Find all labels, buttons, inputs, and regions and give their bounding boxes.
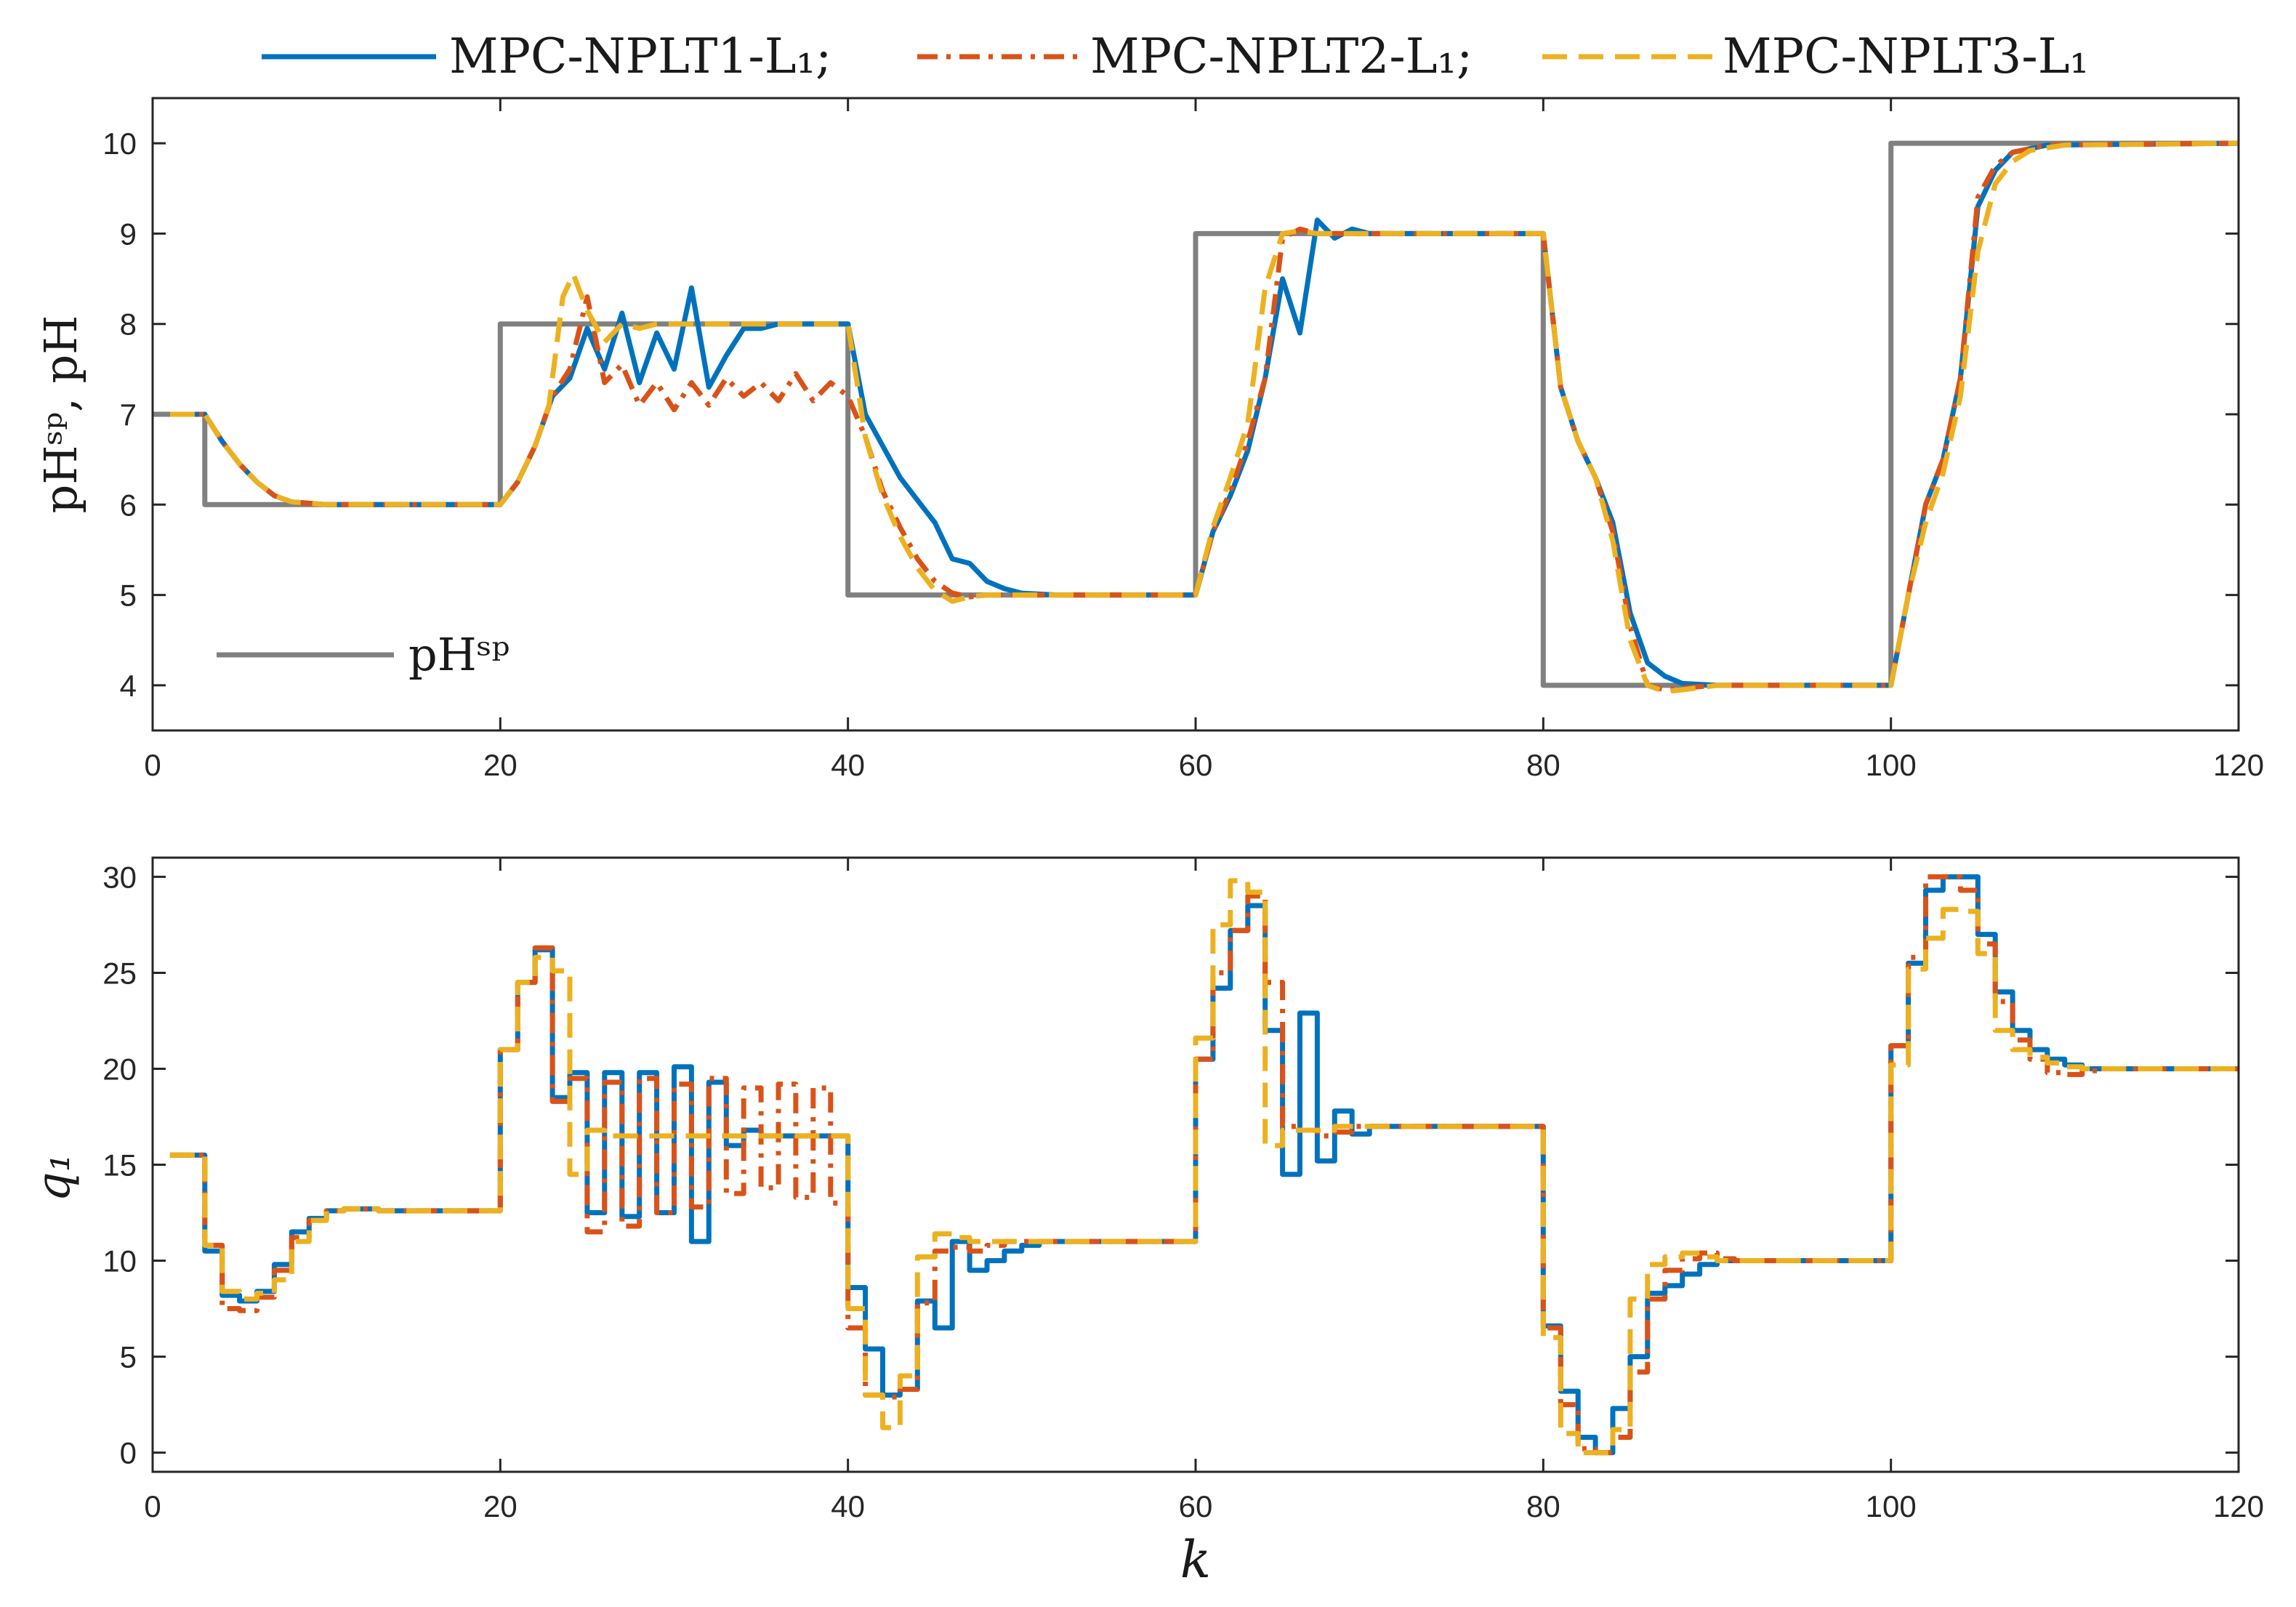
ph-y-tick-label: 8: [120, 307, 137, 342]
q1-series-mpc-nplt2-l: [169, 874, 2239, 1456]
ph-x-tick-label: 120: [2213, 748, 2264, 782]
ph-x-tick-label: 100: [1866, 748, 1917, 782]
ph-ticks: 0 20 40 60 80 100 120 4 5 6 7 8 9 10: [102, 98, 2264, 782]
q1-ticks: 0 20 40 60 80 100 120 0 5 10 15 20 25 30: [102, 858, 2264, 1523]
q1-series-mpc-nplt1-l: [169, 874, 2239, 1456]
q1-y-axis-label: q₁: [27, 1153, 81, 1202]
ph-y-tick-label: 9: [120, 217, 137, 251]
legend-label-npl3: MPC-NPLT3-L₁: [1723, 28, 2089, 84]
q1-y-tick-label: 10: [102, 1244, 137, 1278]
q1-x-tick-label: 120: [2213, 1489, 2264, 1523]
ph-y-tick-label: 4: [120, 669, 137, 703]
q1-series-mpc-nplt3-l: [169, 878, 2239, 1456]
q1-x-tick-label: 20: [483, 1489, 517, 1523]
ph-series-mpc-nplt1-l: [169, 140, 2239, 688]
setpoint-legend-label: pHˢᵖ: [408, 628, 509, 681]
ph-y-tick-label: 5: [120, 579, 137, 613]
ph-x-tick-label: 60: [1179, 748, 1213, 782]
q1-y-tick-label: 5: [120, 1340, 137, 1374]
q1-series: [169, 874, 2239, 1456]
ph-x-tick-label: 0: [144, 748, 161, 782]
x-axis-label: k: [1180, 1530, 1211, 1590]
ph-y-axis-label: pHˢᵖ, pH: [34, 315, 87, 514]
q1-y-tick-label: 25: [102, 956, 137, 990]
q1-panel: 0 20 40 60 80 100 120 0 5 10 15 20 25 30 q₁ k: [27, 856, 2264, 1590]
legend: MPC-NPLT1-L₁; MPC-NPLT2-L₁; MPC-NPLT3-L₁: [262, 28, 2089, 84]
legend-label-npl2: MPC-NPLT2-L₁;: [1090, 28, 1473, 84]
ph-y-tick-label: 7: [120, 398, 137, 432]
q1-plot-frame: [151, 856, 2240, 1473]
ph-plot-frame: [151, 97, 2240, 732]
q1-y-tick-label: 0: [120, 1436, 137, 1470]
ph-setpoint-legend: pHˢᵖ: [217, 628, 509, 681]
ph-series-mpc-nplt2-l: [169, 140, 2239, 693]
q1-y-tick-label: 20: [102, 1052, 137, 1086]
q1-x-tick-label: 40: [831, 1489, 865, 1523]
q1-y-tick-label: 30: [102, 860, 137, 894]
ph-x-tick-label: 40: [831, 748, 865, 782]
q1-y-tick-label: 15: [102, 1148, 137, 1183]
ph-panel: 0 20 40 60 80 100 120 4 5 6 7 8 9 10 pHˢᵖ, pH pHˢᵖ: [34, 97, 2264, 782]
ph-series: [153, 140, 2239, 695]
ph-y-tick-label: 10: [102, 126, 137, 161]
ph-y-tick-label: 6: [120, 488, 137, 522]
ph-x-tick-label: 20: [483, 748, 517, 782]
q1-x-tick-label: 100: [1866, 1489, 1917, 1523]
q1-x-tick-label: 0: [144, 1489, 161, 1523]
ph-series-mpc-nplt3-l: [169, 140, 2239, 695]
ph-x-tick-label: 80: [1526, 748, 1560, 782]
ph-series-ph: [153, 140, 2239, 688]
q1-x-tick-label: 80: [1526, 1489, 1560, 1523]
legend-label-npl1: MPC-NPLT1-L₁;: [449, 28, 831, 84]
q1-x-tick-label: 60: [1179, 1489, 1213, 1523]
